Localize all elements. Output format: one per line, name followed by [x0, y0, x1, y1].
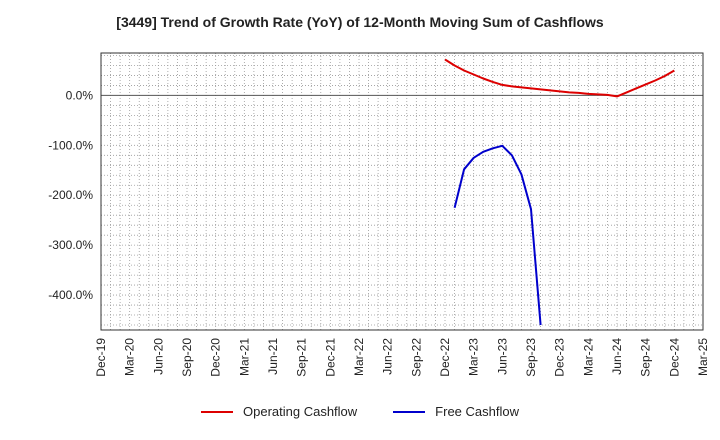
x-tick-label: Jun-21: [266, 338, 280, 375]
plot-area: [101, 53, 703, 330]
x-tick-label: Sep-21: [295, 338, 309, 377]
y-tick-label: -300.0%: [48, 238, 93, 252]
x-tick-label: Dec-24: [667, 338, 681, 377]
x-tick-label: Mar-25: [696, 338, 710, 376]
x-tick-label: Jun-22: [381, 338, 395, 375]
x-tick-label: Mar-22: [352, 338, 366, 376]
x-tick-label: Mar-23: [467, 338, 481, 376]
x-tick-label: Dec-23: [553, 338, 567, 377]
x-tick-label: Dec-21: [323, 338, 337, 377]
x-tick-label: Dec-19: [94, 338, 108, 377]
x-tick-labels: Dec-19 Mar-20 Jun-20 Sep-20 Dec-20 Mar-21 Jun-…: [94, 338, 710, 377]
x-tick-label: Mar-21: [237, 338, 251, 376]
y-tick-label: -100.0%: [48, 138, 93, 152]
y-tick-label: -200.0%: [48, 188, 93, 202]
series-line-free-cashflow: [453, 144, 542, 326]
legend: Operating Cashflow Free Cashflow: [0, 404, 720, 419]
y-tick-labels: 0.0% -100.0% -200.0% -300.0% -400.0%: [48, 88, 93, 302]
legend-swatch-operating: [201, 410, 233, 413]
legend-item-operating: Operating Cashflow: [201, 404, 357, 419]
x-tick-label: Dec-20: [209, 338, 223, 377]
x-tick-label: Mar-20: [123, 338, 137, 376]
series-layer: [444, 58, 675, 326]
plot-frame: [100, 52, 704, 331]
legend-swatch-free: [393, 410, 426, 413]
x-tick-label: Jun-20: [151, 338, 165, 375]
x-tick-label: Jun-23: [495, 338, 509, 375]
x-tick-label: Sep-22: [409, 338, 423, 377]
chart-title: [3449] Trend of Growth Rate (YoY) of 12-…: [116, 14, 604, 30]
legend-label-operating: Operating Cashflow: [243, 404, 358, 419]
y-tick-label: -400.0%: [48, 288, 93, 302]
x-tick-label: Sep-20: [180, 338, 194, 377]
series-line-operating-cashflow: [444, 58, 675, 98]
x-tick-label: Jun-24: [610, 338, 624, 375]
grid-layer: [101, 53, 703, 330]
x-tick-label: Sep-23: [524, 338, 538, 377]
x-tick-label: Dec-22: [438, 338, 452, 377]
x-tick-label: Mar-24: [581, 338, 595, 376]
x-tick-label: Sep-24: [639, 338, 653, 377]
legend-label-free: Free Cashflow: [435, 404, 519, 419]
legend-item-free: Free Cashflow: [393, 404, 519, 419]
y-tick-label: 0.0%: [66, 88, 94, 102]
